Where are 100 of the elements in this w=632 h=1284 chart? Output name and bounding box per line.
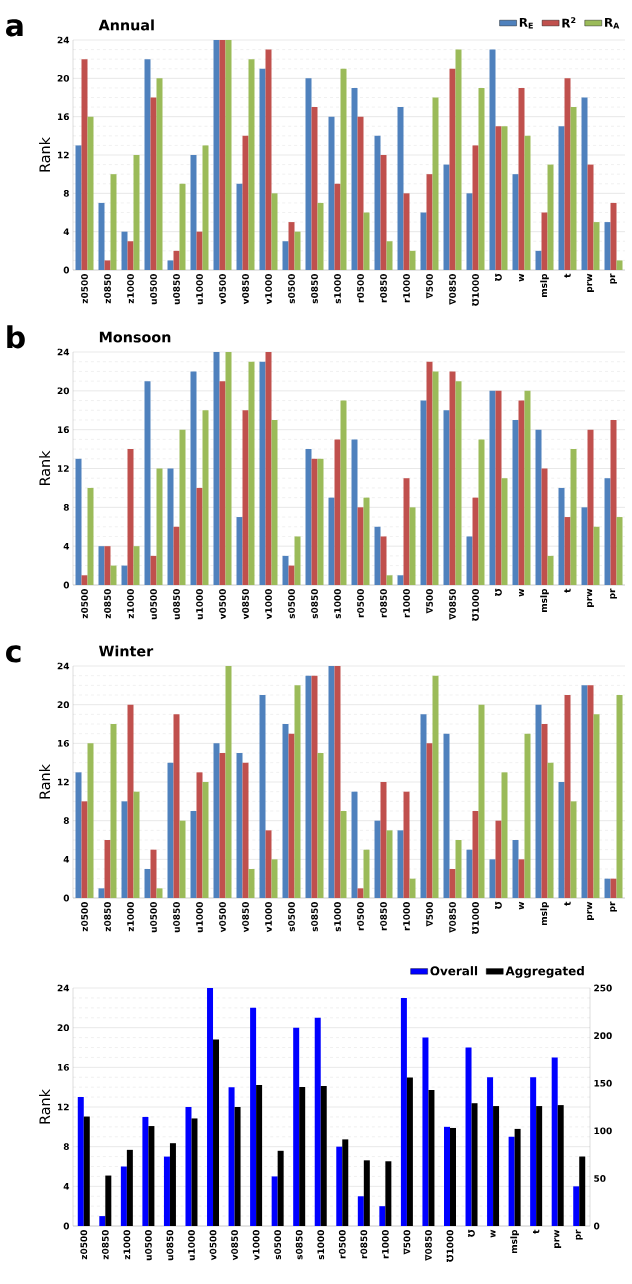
x-tick-label: Ʊ bbox=[495, 273, 502, 281]
x-tick-label: v0850 bbox=[242, 901, 249, 933]
bar bbox=[541, 724, 548, 899]
bar bbox=[334, 183, 341, 270]
bar bbox=[363, 497, 370, 586]
bar bbox=[495, 390, 502, 586]
bar bbox=[248, 59, 255, 270]
bar bbox=[150, 97, 157, 270]
bar bbox=[466, 849, 473, 899]
bar bbox=[288, 222, 295, 270]
y-tick-label: 0 bbox=[63, 266, 70, 274]
bar bbox=[202, 410, 209, 586]
bar bbox=[236, 753, 243, 899]
bar bbox=[265, 49, 272, 270]
legend-label: R$_{A}$ bbox=[605, 17, 620, 29]
bar bbox=[564, 517, 571, 586]
x-tick-label: u1000 bbox=[188, 1229, 195, 1261]
bar bbox=[616, 260, 623, 270]
x-tick-label: ∇0850 bbox=[449, 273, 456, 305]
y2-tick-label: 150 bbox=[594, 1079, 612, 1087]
bar bbox=[432, 371, 439, 586]
bar bbox=[593, 222, 600, 270]
bar bbox=[334, 666, 341, 899]
y-tick-label: 8 bbox=[63, 503, 69, 511]
bar bbox=[426, 174, 433, 270]
bar bbox=[317, 753, 324, 899]
bar bbox=[87, 743, 94, 899]
x-tick-label: u0850 bbox=[173, 273, 180, 305]
bar bbox=[610, 202, 617, 270]
y2-tick-label: 200 bbox=[594, 1032, 612, 1039]
bar bbox=[385, 1161, 392, 1227]
bar bbox=[202, 782, 209, 899]
bar bbox=[213, 352, 220, 586]
y-tick-label: 4 bbox=[63, 856, 70, 863]
chart-title: Winter bbox=[99, 645, 154, 657]
legend-label: Overall bbox=[430, 966, 478, 976]
y-tick-label: 12 bbox=[58, 465, 69, 472]
bar bbox=[409, 507, 416, 586]
bar bbox=[380, 155, 387, 270]
y-tick-label: 20 bbox=[57, 1024, 70, 1032]
bar bbox=[558, 126, 565, 270]
bar bbox=[547, 555, 554, 586]
bar bbox=[144, 869, 151, 899]
y-tick-label: 20 bbox=[57, 387, 70, 395]
bar bbox=[104, 840, 111, 899]
y-tick-label: 16 bbox=[58, 739, 70, 747]
bar bbox=[288, 733, 295, 899]
x-tick-label: r0850 bbox=[380, 588, 387, 618]
bar bbox=[150, 555, 157, 586]
legend-label: Aggregated bbox=[505, 966, 584, 978]
x-tick-label: Ʊ bbox=[495, 588, 502, 596]
bar bbox=[225, 40, 232, 270]
bar bbox=[173, 714, 180, 899]
x-tick-label: Ʊ1000 bbox=[446, 1229, 454, 1262]
bar bbox=[133, 791, 140, 899]
x-tick-label: z0500 bbox=[81, 588, 88, 619]
bar bbox=[127, 704, 134, 899]
x-tick-label: v0500 bbox=[209, 1229, 217, 1261]
x-tick-label: r0500 bbox=[357, 588, 364, 618]
bar bbox=[265, 352, 272, 586]
bar bbox=[105, 1175, 112, 1227]
bar bbox=[581, 685, 588, 899]
bar bbox=[248, 361, 255, 586]
x-tick-label: z0500 bbox=[81, 901, 88, 932]
x-tick-label: v0850 bbox=[242, 273, 249, 305]
y-axis-title: Rank bbox=[39, 137, 51, 172]
bar bbox=[98, 888, 105, 899]
bar bbox=[259, 361, 266, 586]
x-tick-label: z1000 bbox=[127, 588, 134, 619]
bar bbox=[81, 575, 88, 586]
bar bbox=[282, 724, 289, 899]
bar bbox=[127, 449, 134, 586]
y-axis-title: Rank bbox=[39, 450, 51, 486]
y-axis-title: Rank bbox=[39, 1089, 51, 1124]
text: a bbox=[6, 19, 23, 37]
bar bbox=[478, 704, 485, 899]
y-tick-label: 4 bbox=[63, 542, 70, 550]
x-tick-label: w bbox=[519, 588, 524, 597]
bar bbox=[409, 878, 416, 899]
x-tick-label: v0500 bbox=[219, 273, 226, 305]
x-tick-label: s1000 bbox=[334, 901, 341, 932]
bar bbox=[167, 468, 174, 586]
bar bbox=[265, 830, 272, 899]
x-tick-label: mslp bbox=[510, 1229, 519, 1253]
x-tick-label: mslp bbox=[540, 588, 549, 612]
x-tick-label: r1000 bbox=[381, 1229, 389, 1259]
bar bbox=[213, 40, 220, 270]
x-tick-label: r0500 bbox=[357, 273, 364, 303]
y-tick-label: 8 bbox=[63, 817, 69, 825]
bar bbox=[386, 575, 393, 586]
x-tick-label: z0850 bbox=[101, 1229, 109, 1260]
y-tick-label: 4 bbox=[63, 1183, 70, 1190]
x-tick-label: u0850 bbox=[166, 1229, 174, 1261]
bar bbox=[512, 840, 519, 899]
bar bbox=[420, 212, 427, 270]
bar bbox=[593, 526, 600, 586]
y2-tick-label: 100 bbox=[594, 1127, 612, 1135]
x-tick-label: t bbox=[564, 901, 571, 906]
x-tick-label: Ʊ bbox=[495, 901, 502, 909]
x-tick-label: r1000 bbox=[403, 273, 410, 303]
